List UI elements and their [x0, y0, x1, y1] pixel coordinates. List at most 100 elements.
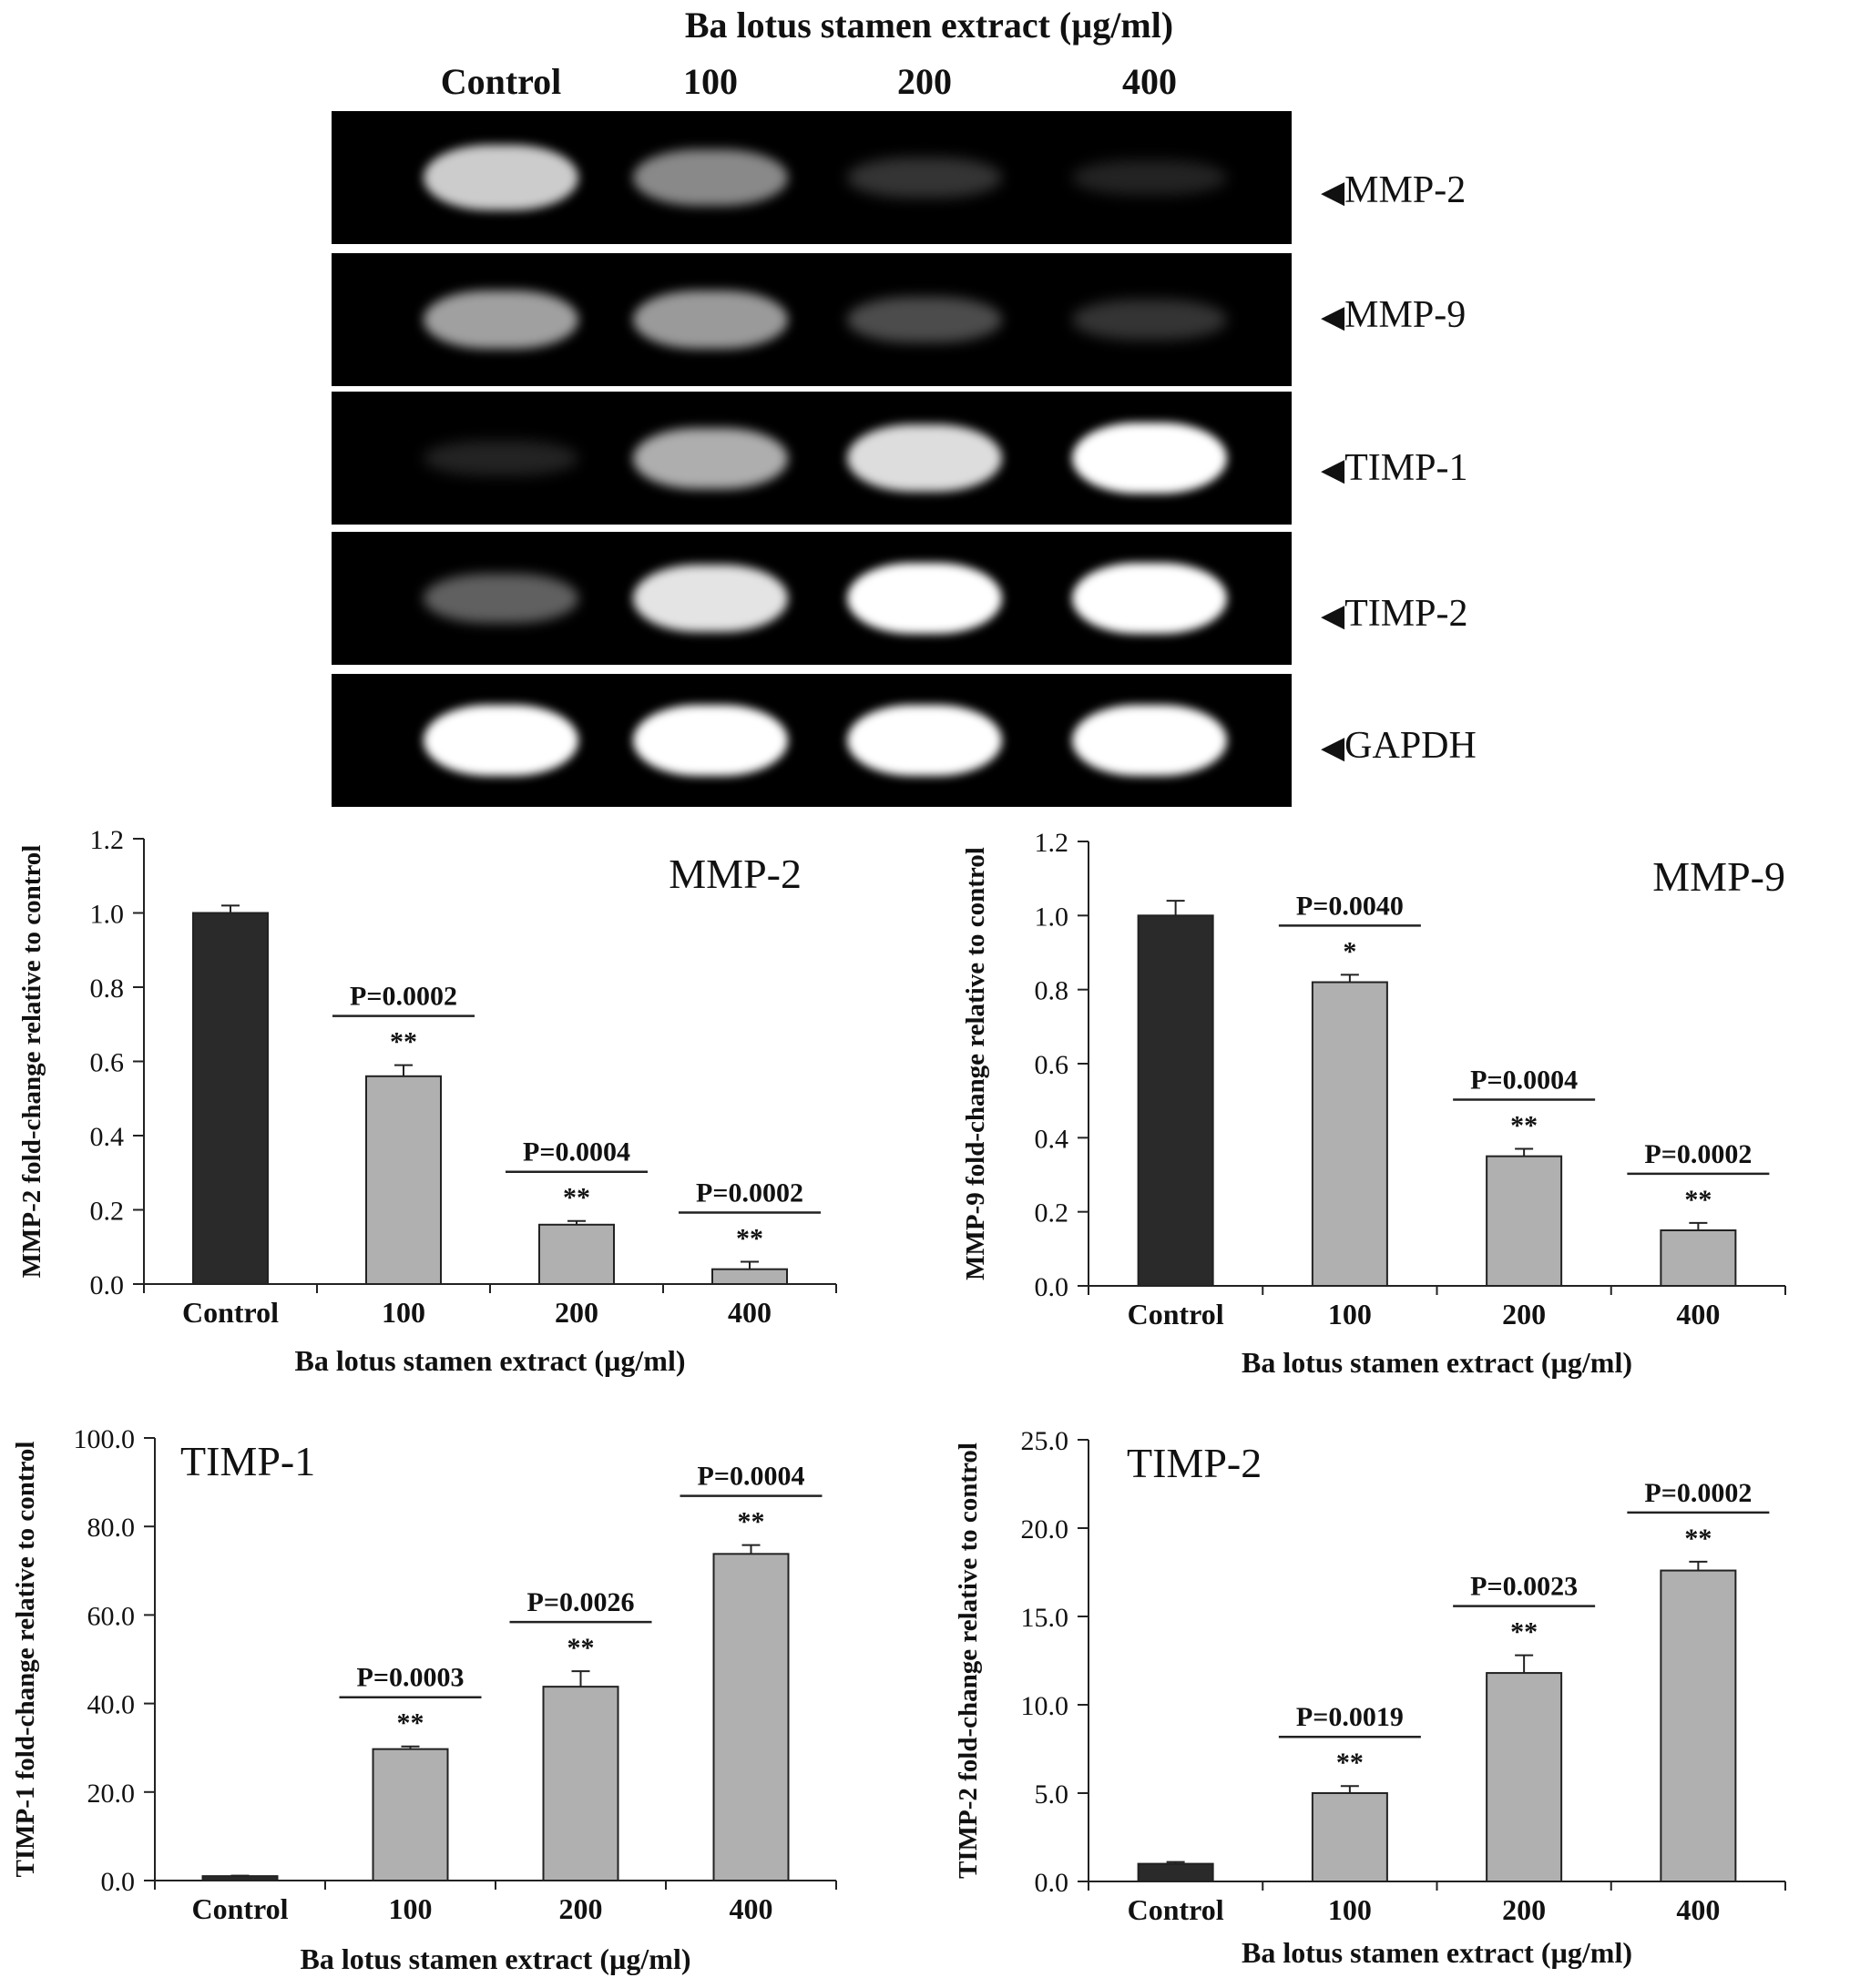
- bar: [1486, 1155, 1563, 1287]
- bar: [192, 912, 269, 1285]
- bar: [1137, 1862, 1214, 1882]
- p-value-label: P=0.0004: [698, 1462, 805, 1492]
- band-label: ◀MMP-9: [1321, 293, 1466, 337]
- x-tick-label: 400: [1676, 1893, 1720, 1926]
- gel-band: [633, 149, 788, 206]
- bar: [372, 1748, 449, 1881]
- significance-stars: **: [1336, 1748, 1364, 1778]
- y-tick-label: 15.0: [1021, 1603, 1069, 1633]
- chart-title: MMP-2: [669, 851, 802, 897]
- gel-band: [424, 145, 578, 210]
- gel-band: [1072, 705, 1227, 776]
- bar: [201, 1875, 279, 1881]
- lane-label: 100: [683, 61, 738, 102]
- bar: [1311, 1792, 1388, 1882]
- significance-stars: **: [567, 1633, 595, 1663]
- gel-band: [847, 158, 1002, 198]
- band-label-text: TIMP-2: [1344, 593, 1468, 635]
- bar: [1137, 914, 1214, 1287]
- y-axis-label: TIMP-1 fold-change relative to control: [11, 1442, 40, 1878]
- arrow-left-icon: ◀: [1321, 599, 1345, 633]
- arrow-left-icon: ◀: [1321, 731, 1345, 765]
- significance-stars: **: [390, 1027, 417, 1057]
- arrow-left-icon: ◀: [1321, 454, 1345, 487]
- chart-title: MMP-9: [1652, 853, 1785, 900]
- p-value-label: P=0.0002: [1644, 1139, 1752, 1169]
- significance-stars: *: [1343, 936, 1356, 966]
- y-tick-label: 5.0: [1035, 1779, 1069, 1810]
- y-tick-label: 0.8: [1035, 976, 1069, 1006]
- band-label: ◀GAPDH: [1321, 724, 1477, 768]
- band-label-text: GAPDH: [1344, 725, 1477, 767]
- x-axis-label: Ba lotus stamen extract (µg/ml): [294, 1344, 685, 1377]
- band-label-text: MMP-9: [1344, 294, 1467, 336]
- significance-stars: **: [1684, 1524, 1712, 1554]
- y-tick-label: 0.4: [90, 1122, 125, 1152]
- gel-band: [424, 290, 578, 350]
- y-tick-label: 25.0: [1021, 1426, 1069, 1456]
- p-value-label: P=0.0002: [350, 982, 457, 1012]
- x-axis-label: Ba lotus stamen extract (µg/ml): [1242, 1346, 1632, 1379]
- y-tick-label: 0.2: [90, 1197, 125, 1227]
- y-tick-label: 100.0: [74, 1424, 136, 1454]
- y-tick-label: 1.2: [90, 825, 125, 855]
- x-tick-label: Control: [182, 1296, 279, 1329]
- y-tick-label: 60.0: [87, 1601, 136, 1631]
- y-tick-label: 0.4: [1035, 1124, 1069, 1154]
- x-tick-label: 100: [382, 1296, 425, 1329]
- gel-band: [847, 705, 1002, 776]
- p-value-label: P=0.0026: [527, 1587, 635, 1617]
- significance-stars: **: [563, 1183, 590, 1213]
- gel-band: [633, 564, 788, 633]
- p-value-label: P=0.0019: [1296, 1702, 1404, 1732]
- gel-band: [633, 705, 788, 776]
- x-tick-label: 100: [389, 1892, 433, 1925]
- x-tick-label: 400: [1676, 1298, 1720, 1330]
- x-tick-label: Control: [191, 1892, 288, 1925]
- bar: [1311, 981, 1388, 1287]
- bar: [365, 1075, 442, 1286]
- p-value-label: P=0.0004: [523, 1137, 630, 1167]
- bar: [542, 1686, 619, 1881]
- bar: [711, 1268, 788, 1285]
- y-tick-label: 0.0: [101, 1867, 136, 1897]
- x-tick-label: 200: [559, 1892, 603, 1925]
- x-tick-label: 200: [555, 1296, 598, 1329]
- y-tick-label: 40.0: [87, 1690, 136, 1720]
- p-value-label: P=0.0002: [1644, 1478, 1752, 1508]
- gel-panel: [332, 532, 1292, 665]
- x-tick-label: 100: [1328, 1298, 1372, 1330]
- x-tick-label: 400: [728, 1296, 772, 1329]
- x-tick-label: 400: [730, 1892, 773, 1925]
- significance-stars: **: [397, 1708, 424, 1738]
- x-tick-label: Control: [1128, 1893, 1224, 1926]
- gel-title: Ba lotus stamen extract (µg/ml): [684, 5, 1174, 46]
- lane-label: 400: [1122, 61, 1177, 102]
- gel-panel: [332, 674, 1292, 807]
- bar: [538, 1223, 615, 1286]
- gel-band: [424, 440, 578, 476]
- gel-panel: [332, 253, 1292, 386]
- band-label-text: MMP-2: [1344, 169, 1467, 211]
- significance-stars: **: [738, 1507, 765, 1537]
- bar: [1486, 1672, 1563, 1882]
- y-tick-label: 0.0: [1035, 1272, 1069, 1302]
- band-label: ◀TIMP-2: [1321, 592, 1468, 636]
- gel-band: [633, 427, 788, 489]
- y-tick-label: 1.0: [90, 900, 125, 930]
- gel-band: [424, 574, 578, 623]
- x-axis-label: Ba lotus stamen extract (µg/ml): [1242, 1936, 1632, 1969]
- significance-stars: **: [1684, 1185, 1712, 1215]
- y-axis-label: MMP-9 fold-change relative to control: [961, 847, 990, 1280]
- y-tick-label: 0.0: [90, 1270, 125, 1300]
- arrow-left-icon: ◀: [1321, 176, 1345, 209]
- gel-band: [847, 563, 1002, 634]
- p-value-label: P=0.0040: [1296, 891, 1404, 921]
- gel-band: [1072, 423, 1227, 494]
- gel-band: [633, 291, 788, 349]
- gel-band: [1072, 563, 1227, 634]
- y-tick-label: 1.2: [1035, 828, 1069, 858]
- chart-title: TIMP-2: [1127, 1440, 1262, 1486]
- p-value-label: P=0.0003: [357, 1663, 465, 1693]
- lane-label: Control: [440, 61, 562, 102]
